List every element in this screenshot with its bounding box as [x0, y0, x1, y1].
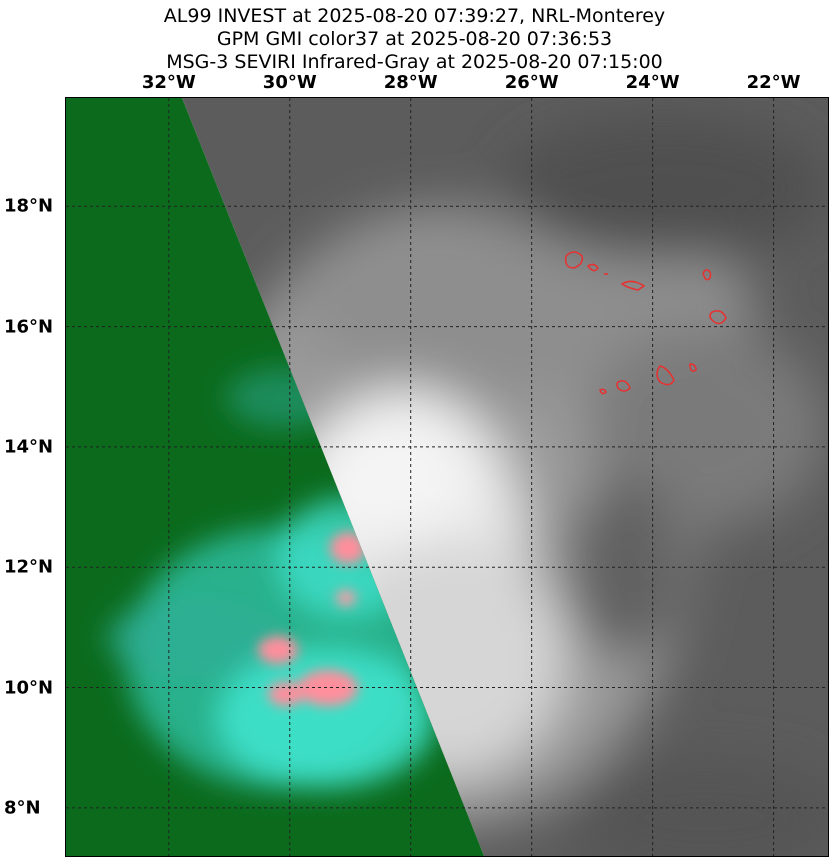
island-sao-nicolau [620, 280, 646, 291]
island-maio [689, 363, 697, 372]
island-santo-antao [564, 251, 584, 269]
island-sal [702, 269, 712, 281]
island-fogo [616, 380, 631, 392]
satellite-map [65, 97, 829, 857]
island-boa-vista [709, 310, 727, 325]
longitude-label: 24°W [625, 72, 680, 93]
title-line-2: GPM GMI color37 at 2025-08-20 07:36:53 [216, 28, 613, 50]
longitude-label: 28°W [383, 72, 438, 93]
mw-pink-cell-5 [336, 590, 356, 606]
mw-cyan-band-3 [106, 598, 286, 678]
mw-pink-cell-4 [268, 682, 304, 706]
longitude-label: 30°W [262, 72, 317, 93]
latitude-label: 8°N [4, 797, 41, 819]
ir-cloud-band-east [586, 328, 826, 528]
longitude-label: 26°W [504, 72, 559, 93]
ir-dark-patch-northeast [506, 118, 826, 258]
mw-pink-cell-2 [258, 636, 298, 664]
island-santiago [656, 365, 675, 386]
coastlines [564, 251, 727, 395]
latitude-label: 12°N [4, 556, 54, 578]
title-line-3: MSG-3 SEVIRI Infrared-Gray at 2025-08-20… [166, 51, 663, 73]
latitude-label: 14°N [4, 436, 54, 458]
latitude-label: 18°N [4, 195, 54, 217]
latitude-label: 16°N [4, 316, 54, 338]
island-brava [599, 388, 607, 395]
ir-dark-patch-east [566, 478, 686, 658]
longitude-label: 32°W [141, 72, 196, 93]
longitude-label: 22°W [746, 72, 801, 93]
ir-dark-patch-southeast [566, 758, 828, 856]
mw-pink-cell-1 [330, 532, 366, 564]
mw-pink-cell-3 [298, 670, 358, 706]
gridlines [66, 98, 828, 856]
title-line-1: AL99 INVEST at 2025-08-20 07:39:27, NRL-… [163, 5, 666, 27]
mw-cyan-band-5 [216, 648, 436, 788]
island-sao-vicente [586, 263, 599, 272]
latitude-label: 10°N [4, 677, 54, 699]
